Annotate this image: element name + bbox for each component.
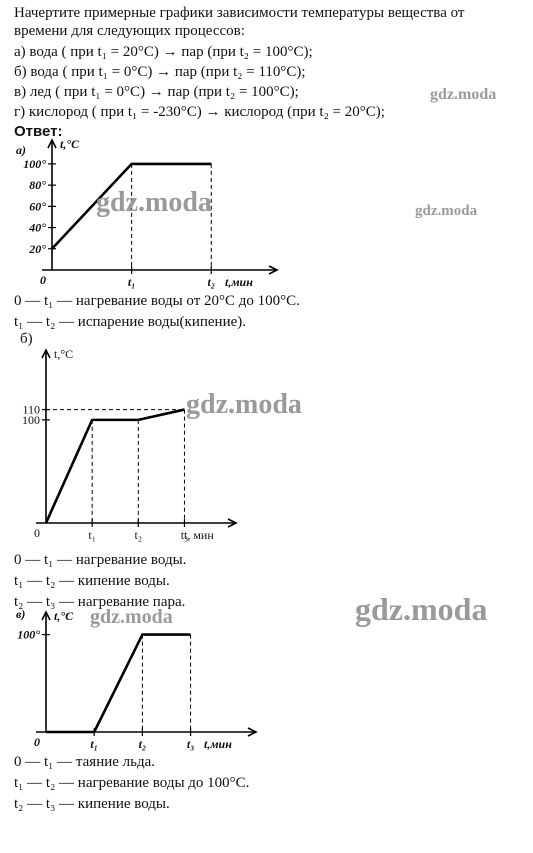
caption-b-2: t₁ — t₂ — кипение воды. <box>14 573 170 589</box>
y-tick-label: 100° <box>17 628 40 642</box>
panel-label: в) <box>16 607 25 621</box>
caption-c-3: t₂ — t₃ — кипение воды. <box>14 796 170 812</box>
y-tick-label: 110 <box>22 403 40 417</box>
watermark: gdz.moda <box>186 389 302 420</box>
panel-label: а) <box>16 143 26 157</box>
task-item-b: б) вода ( при t₁ = 0°C) → пар (при t₂ = … <box>14 64 306 80</box>
task-item-c: в) лед ( при t₁ = 0°C) → пар (при t₂ = 1… <box>14 84 299 100</box>
temperature-series-line <box>44 408 185 524</box>
temperature-series-line <box>51 162 212 250</box>
x-tick-label: t₂ <box>207 275 215 289</box>
x-tick-label: t₁ <box>90 737 98 751</box>
task-line-2: времени для следующих процессов: <box>14 23 245 39</box>
task-item-a: а) вода ( при t₁ = 20°C) → пар (при t₂ =… <box>14 44 313 60</box>
y-tick-label: 80° <box>29 178 46 192</box>
y-axis-label: t,°C <box>54 347 73 361</box>
caption-b-1: 0 — t₁ — нагревание воды. <box>14 552 187 568</box>
x-axis-label: t,мин <box>225 275 253 289</box>
y-tick-label: 20° <box>28 242 46 256</box>
chart-a: а) t,°C t,мин 0 20° 40° 60° 80° 100° t₁ t₂ <box>16 137 279 289</box>
task-line-1: Начертите примерные графики зависимости … <box>14 5 465 21</box>
caption-a-2: t₁ — t₂ — испарение воды(кипение). <box>14 314 246 330</box>
y-axis-label: t,°C <box>60 137 80 151</box>
panel-label-b: б) <box>20 331 33 347</box>
x-tick-label: t₁ <box>128 275 136 289</box>
x-tick-label: t₃ <box>187 737 195 751</box>
y-axis-label: t,°C <box>54 609 74 623</box>
caption-a-1: 0 — t₁ — нагревание воды от 20°C до 100°… <box>14 293 300 309</box>
answer-label: Ответ: <box>14 123 63 140</box>
x-tick-label: t₂ <box>139 737 147 751</box>
y-tick-label: 60° <box>29 199 46 213</box>
x-tick-label: t₃ <box>181 528 189 542</box>
x-axis-arrow <box>268 265 279 275</box>
x-axis-arrow <box>227 518 238 528</box>
y-tick-label: 100 <box>22 413 40 427</box>
watermark: gdz.moda <box>90 606 173 628</box>
caption-b-3: t₂ — t₃ — нагревание пара. <box>14 594 186 610</box>
watermark: gdz.moda <box>415 203 478 219</box>
temperature-series-line <box>46 633 191 734</box>
x-tick-label: t₁ <box>88 528 96 542</box>
x-tick-label: t₂ <box>135 528 143 542</box>
x-axis-label: t,мин <box>204 737 232 751</box>
origin-label: 0 <box>40 273 46 287</box>
caption-c-2: t₁ — t₂ — нагревание воды до 100°C. <box>14 775 250 791</box>
chart-c: в) t,°C t,мин 0 100° t₁ t₂ t₃ <box>16 607 258 751</box>
y-tick-label: 40° <box>28 221 46 235</box>
watermark: gdz.moda <box>96 187 212 218</box>
x-axis-label: t, мин <box>184 528 214 542</box>
y-axis-arrow <box>41 610 51 621</box>
x-axis-arrow <box>247 727 258 737</box>
origin-label: 0 <box>34 735 40 749</box>
y-axis-arrow <box>41 348 51 359</box>
task-item-d: г) кислород ( при t₁ = -230°C) → кислоро… <box>14 104 385 120</box>
watermark: gdz.moda <box>355 591 488 627</box>
caption-c-1: 0 — t₁ — таяние льда. <box>14 754 156 770</box>
y-tick-label: 100° <box>23 157 46 171</box>
y-axis-arrow <box>47 138 57 149</box>
origin-label: 0 <box>34 526 40 540</box>
watermark: gdz.moda <box>430 86 497 103</box>
